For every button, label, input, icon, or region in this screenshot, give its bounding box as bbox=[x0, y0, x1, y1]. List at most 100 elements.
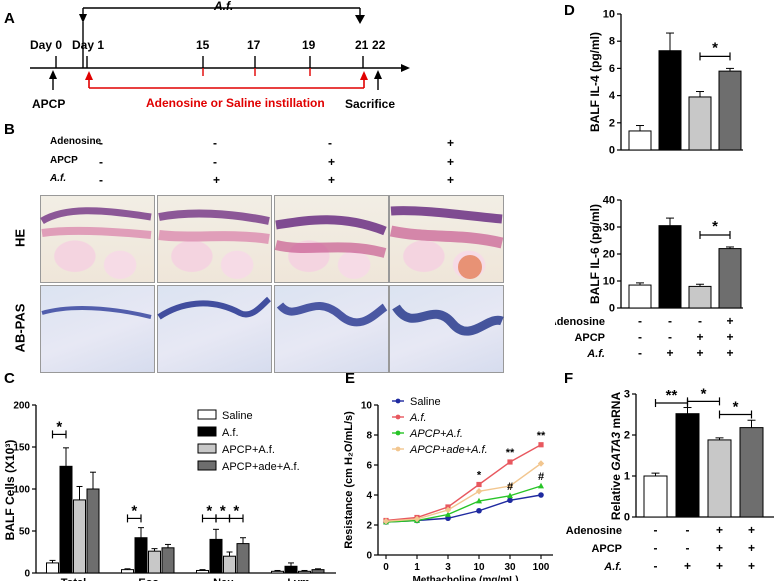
y-tick-label: 20 bbox=[603, 249, 615, 261]
bar bbox=[271, 570, 284, 574]
y-tick-label: 150 bbox=[13, 443, 30, 454]
data-point bbox=[476, 507, 482, 514]
histology-sign: - bbox=[99, 173, 103, 187]
condition-sign: + bbox=[748, 541, 755, 555]
bar bbox=[121, 569, 134, 574]
condition-sign: + bbox=[684, 559, 691, 573]
bar bbox=[688, 96, 712, 151]
y-tick-label: 50 bbox=[19, 527, 31, 538]
bar bbox=[707, 439, 732, 518]
condition-sign: + bbox=[716, 559, 723, 573]
condition-sign: - bbox=[686, 523, 690, 537]
sig-annotation: * bbox=[477, 470, 482, 482]
y-axis-label: BALF Cells (X10³) bbox=[3, 440, 17, 541]
x-tick-label: 3 bbox=[445, 562, 451, 573]
condition-sign: + bbox=[716, 541, 723, 555]
y-tick-label: 3 bbox=[624, 389, 630, 401]
bar bbox=[196, 569, 209, 574]
pas-image-4 bbox=[389, 285, 504, 373]
histology-sign: - bbox=[213, 136, 217, 150]
y-tick-label: 4 bbox=[609, 90, 616, 102]
histology-adenosine-label: Adenosine bbox=[50, 136, 102, 147]
panel-label-d: D bbox=[564, 2, 575, 19]
series-line bbox=[385, 462, 542, 522]
x-tick-label: Neu bbox=[213, 577, 234, 581]
y-tick-label: 10 bbox=[603, 276, 615, 288]
y-tick-label: 10 bbox=[361, 401, 373, 412]
row-label-ab-pas: AB-PAS bbox=[12, 303, 28, 353]
he-image-3 bbox=[274, 195, 389, 283]
histology-sign: - bbox=[328, 136, 332, 150]
bar bbox=[284, 565, 298, 574]
x-tick-label: Eos bbox=[138, 577, 158, 581]
sig-star: * bbox=[206, 502, 212, 519]
condition-sign: + bbox=[666, 346, 673, 360]
y-tick-label: 2 bbox=[366, 521, 372, 532]
y-tick-label: 40 bbox=[603, 195, 615, 207]
legend-label: Saline bbox=[410, 396, 441, 408]
bar bbox=[739, 427, 764, 518]
row-label-he: HE bbox=[12, 228, 28, 248]
condition-label: A.f. bbox=[603, 561, 622, 573]
sig-star: * bbox=[220, 502, 226, 519]
panel-label-e: E bbox=[345, 370, 356, 387]
timeline-af-label: A.f. bbox=[214, 0, 234, 13]
legend-label: APCP+A.f. bbox=[409, 428, 463, 440]
legend-swatch bbox=[197, 443, 217, 454]
y-tick-label: 8 bbox=[366, 431, 372, 442]
he-image-4 bbox=[389, 195, 504, 283]
timeline-17: 17 bbox=[247, 38, 261, 52]
timeline-arrowhead bbox=[401, 64, 410, 72]
af-arrow-down-left bbox=[79, 14, 87, 23]
data-point bbox=[538, 482, 544, 489]
data-point bbox=[476, 497, 482, 504]
bar bbox=[86, 488, 100, 574]
x-tick-label: Total bbox=[61, 577, 86, 581]
panel-label-a: A bbox=[4, 10, 15, 27]
series-line bbox=[385, 485, 542, 523]
bar bbox=[161, 547, 175, 574]
histology-af-label: A.f. bbox=[50, 173, 67, 184]
bar bbox=[658, 50, 682, 151]
bar bbox=[628, 284, 652, 309]
condition-sign: - bbox=[654, 541, 658, 555]
y-axis-label: Relative GATA3 mRNA bbox=[609, 392, 623, 521]
condition-sign: + bbox=[726, 330, 733, 344]
timeline-22: 22 bbox=[372, 38, 386, 52]
sig-annotation: # bbox=[538, 471, 544, 483]
x-tick-label: 0 bbox=[383, 562, 389, 573]
histology-sign: + bbox=[328, 173, 336, 187]
y-axis-label: Resistance (cm H₂O/mL/s) bbox=[343, 411, 355, 549]
bar bbox=[298, 570, 311, 574]
y-tick-label: 10 bbox=[603, 9, 615, 21]
histology-sign: + bbox=[328, 155, 336, 169]
y-tick-label: 8 bbox=[609, 36, 615, 48]
panel-label-c: C bbox=[4, 370, 15, 387]
sig-star: * bbox=[712, 39, 718, 56]
panel-label-f: F bbox=[564, 370, 574, 387]
sig-star: ** bbox=[666, 387, 678, 404]
data-point bbox=[413, 515, 421, 523]
condition-sign: - bbox=[638, 314, 642, 328]
condition-sign: - bbox=[638, 330, 642, 344]
af-arrow-down-right bbox=[355, 15, 365, 24]
series-line bbox=[385, 444, 542, 522]
timeline-15: 15 bbox=[196, 38, 210, 52]
legend-label: A.f. bbox=[222, 427, 239, 439]
legend-swatch bbox=[197, 426, 217, 437]
condition-label: APCP bbox=[574, 332, 605, 344]
data-point bbox=[506, 482, 514, 490]
data-point bbox=[538, 492, 544, 498]
pas-image-1 bbox=[40, 285, 155, 373]
sig-annotation: # bbox=[507, 481, 513, 493]
condition-sign: + bbox=[696, 346, 703, 360]
condition-sign: - bbox=[668, 314, 672, 328]
x-tick-label: 30 bbox=[504, 562, 516, 573]
sig-star: * bbox=[701, 385, 707, 402]
x-tick-label: 100 bbox=[533, 562, 550, 573]
data-point bbox=[507, 459, 513, 465]
y-tick-label: 6 bbox=[366, 461, 372, 472]
he-image-2 bbox=[157, 195, 272, 283]
histology-sign: + bbox=[447, 136, 455, 150]
